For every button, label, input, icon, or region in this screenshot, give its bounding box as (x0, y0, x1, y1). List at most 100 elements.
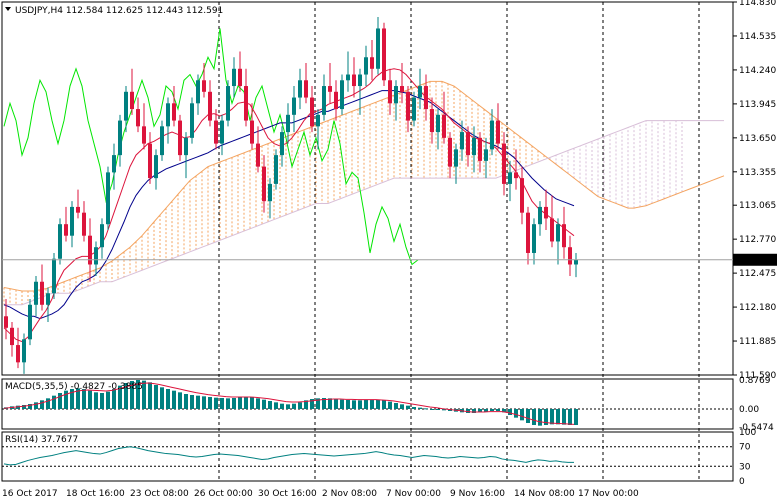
candle-body (190, 103, 194, 138)
candle (58, 218, 62, 265)
macd-bar (406, 405, 410, 409)
macd-bar (256, 398, 260, 409)
candle-body (520, 178, 524, 213)
candle-body (118, 120, 122, 156)
candle-body (238, 68, 242, 87)
y-tick-label: 113.065 (739, 201, 776, 211)
candle (358, 68, 362, 115)
y-tick-label: 112.180 (739, 303, 776, 313)
macd-bar (490, 409, 494, 411)
y-tick-label: 112.475 (739, 269, 776, 279)
candle (28, 299, 32, 346)
candle-body (166, 103, 170, 127)
candle (352, 57, 356, 98)
candle (322, 74, 326, 121)
candle (238, 51, 242, 92)
candle (142, 103, 146, 150)
candle-body (10, 327, 14, 346)
macd-bar (220, 398, 224, 409)
candle-body (304, 80, 308, 98)
candle (370, 39, 374, 81)
dropdown-triangle-icon (5, 7, 11, 11)
candle (70, 201, 74, 248)
candle (268, 178, 272, 219)
macd-bar (16, 405, 20, 409)
candle (262, 155, 266, 213)
macd-bar (136, 380, 140, 409)
candle-body (148, 143, 152, 179)
x-tick-label: 26 Oct 00:00 (194, 489, 253, 499)
macd-bar (88, 390, 92, 409)
candle-body (256, 143, 260, 167)
candle-body (412, 97, 416, 121)
macd-bar (226, 398, 230, 409)
macd-bar (508, 409, 512, 415)
macd-bar (358, 400, 362, 409)
macd-bar (196, 395, 200, 409)
candle (532, 218, 536, 265)
macd-bar (400, 404, 404, 409)
candle (202, 63, 206, 98)
macd-bar (310, 399, 314, 409)
candle (244, 68, 248, 127)
candle-body (424, 86, 428, 110)
candle-body (184, 137, 188, 156)
candle-body (58, 224, 62, 259)
candle (514, 149, 518, 190)
macd-bar (574, 409, 578, 425)
macd-bar (442, 409, 446, 411)
candle-body (226, 86, 230, 121)
candle-body (76, 206, 80, 213)
candle-body (94, 247, 98, 265)
candle-body (178, 120, 182, 156)
candle (190, 97, 194, 144)
candle-body (370, 57, 374, 69)
candle (106, 166, 110, 230)
candle (160, 120, 164, 161)
macd-bar (172, 390, 176, 409)
macd-bar (124, 383, 128, 409)
chikou-line (3, 28, 419, 266)
candle-body (28, 304, 32, 340)
candle-body (232, 68, 236, 87)
macd-bar (568, 409, 572, 425)
candle (16, 327, 20, 369)
y-tick-label: 114.240 (739, 66, 776, 76)
candle-body (220, 120, 224, 144)
candle-body (88, 235, 92, 265)
macd-bar (166, 389, 170, 409)
candle-body (556, 224, 560, 242)
candle-body (442, 114, 446, 138)
candle (454, 143, 458, 184)
ichimoku-cloud (3, 81, 683, 305)
candle-body (550, 218, 554, 242)
candle (346, 51, 350, 92)
macd-bar (496, 409, 500, 411)
candle (88, 218, 92, 282)
macd-y-tick-label: 0.8769 (739, 376, 771, 386)
macd-y-tick-label: -0.5474 (739, 423, 774, 433)
candle (460, 120, 464, 161)
candle-body (286, 114, 290, 133)
candle (226, 80, 230, 127)
macd-bar (52, 395, 56, 409)
candle-body (346, 74, 350, 81)
x-tick-label: 9 Nov 16:00 (450, 489, 505, 499)
candle (430, 97, 434, 144)
candle-body (172, 103, 176, 121)
candle (340, 74, 344, 115)
candle (382, 22, 386, 87)
tenkan-line (3, 68, 575, 343)
candle (184, 132, 188, 179)
x-tick-label: 18 Oct 16:00 (66, 489, 125, 499)
candle (574, 252, 578, 278)
candle-body (508, 172, 512, 184)
candle-body (280, 132, 284, 156)
panel-frame-rsi (1, 431, 734, 482)
macd-bar (538, 409, 542, 426)
candle-body (460, 132, 464, 150)
candle-body (382, 28, 386, 81)
candle-body (298, 80, 302, 98)
candle (472, 126, 476, 173)
candle (406, 86, 410, 133)
